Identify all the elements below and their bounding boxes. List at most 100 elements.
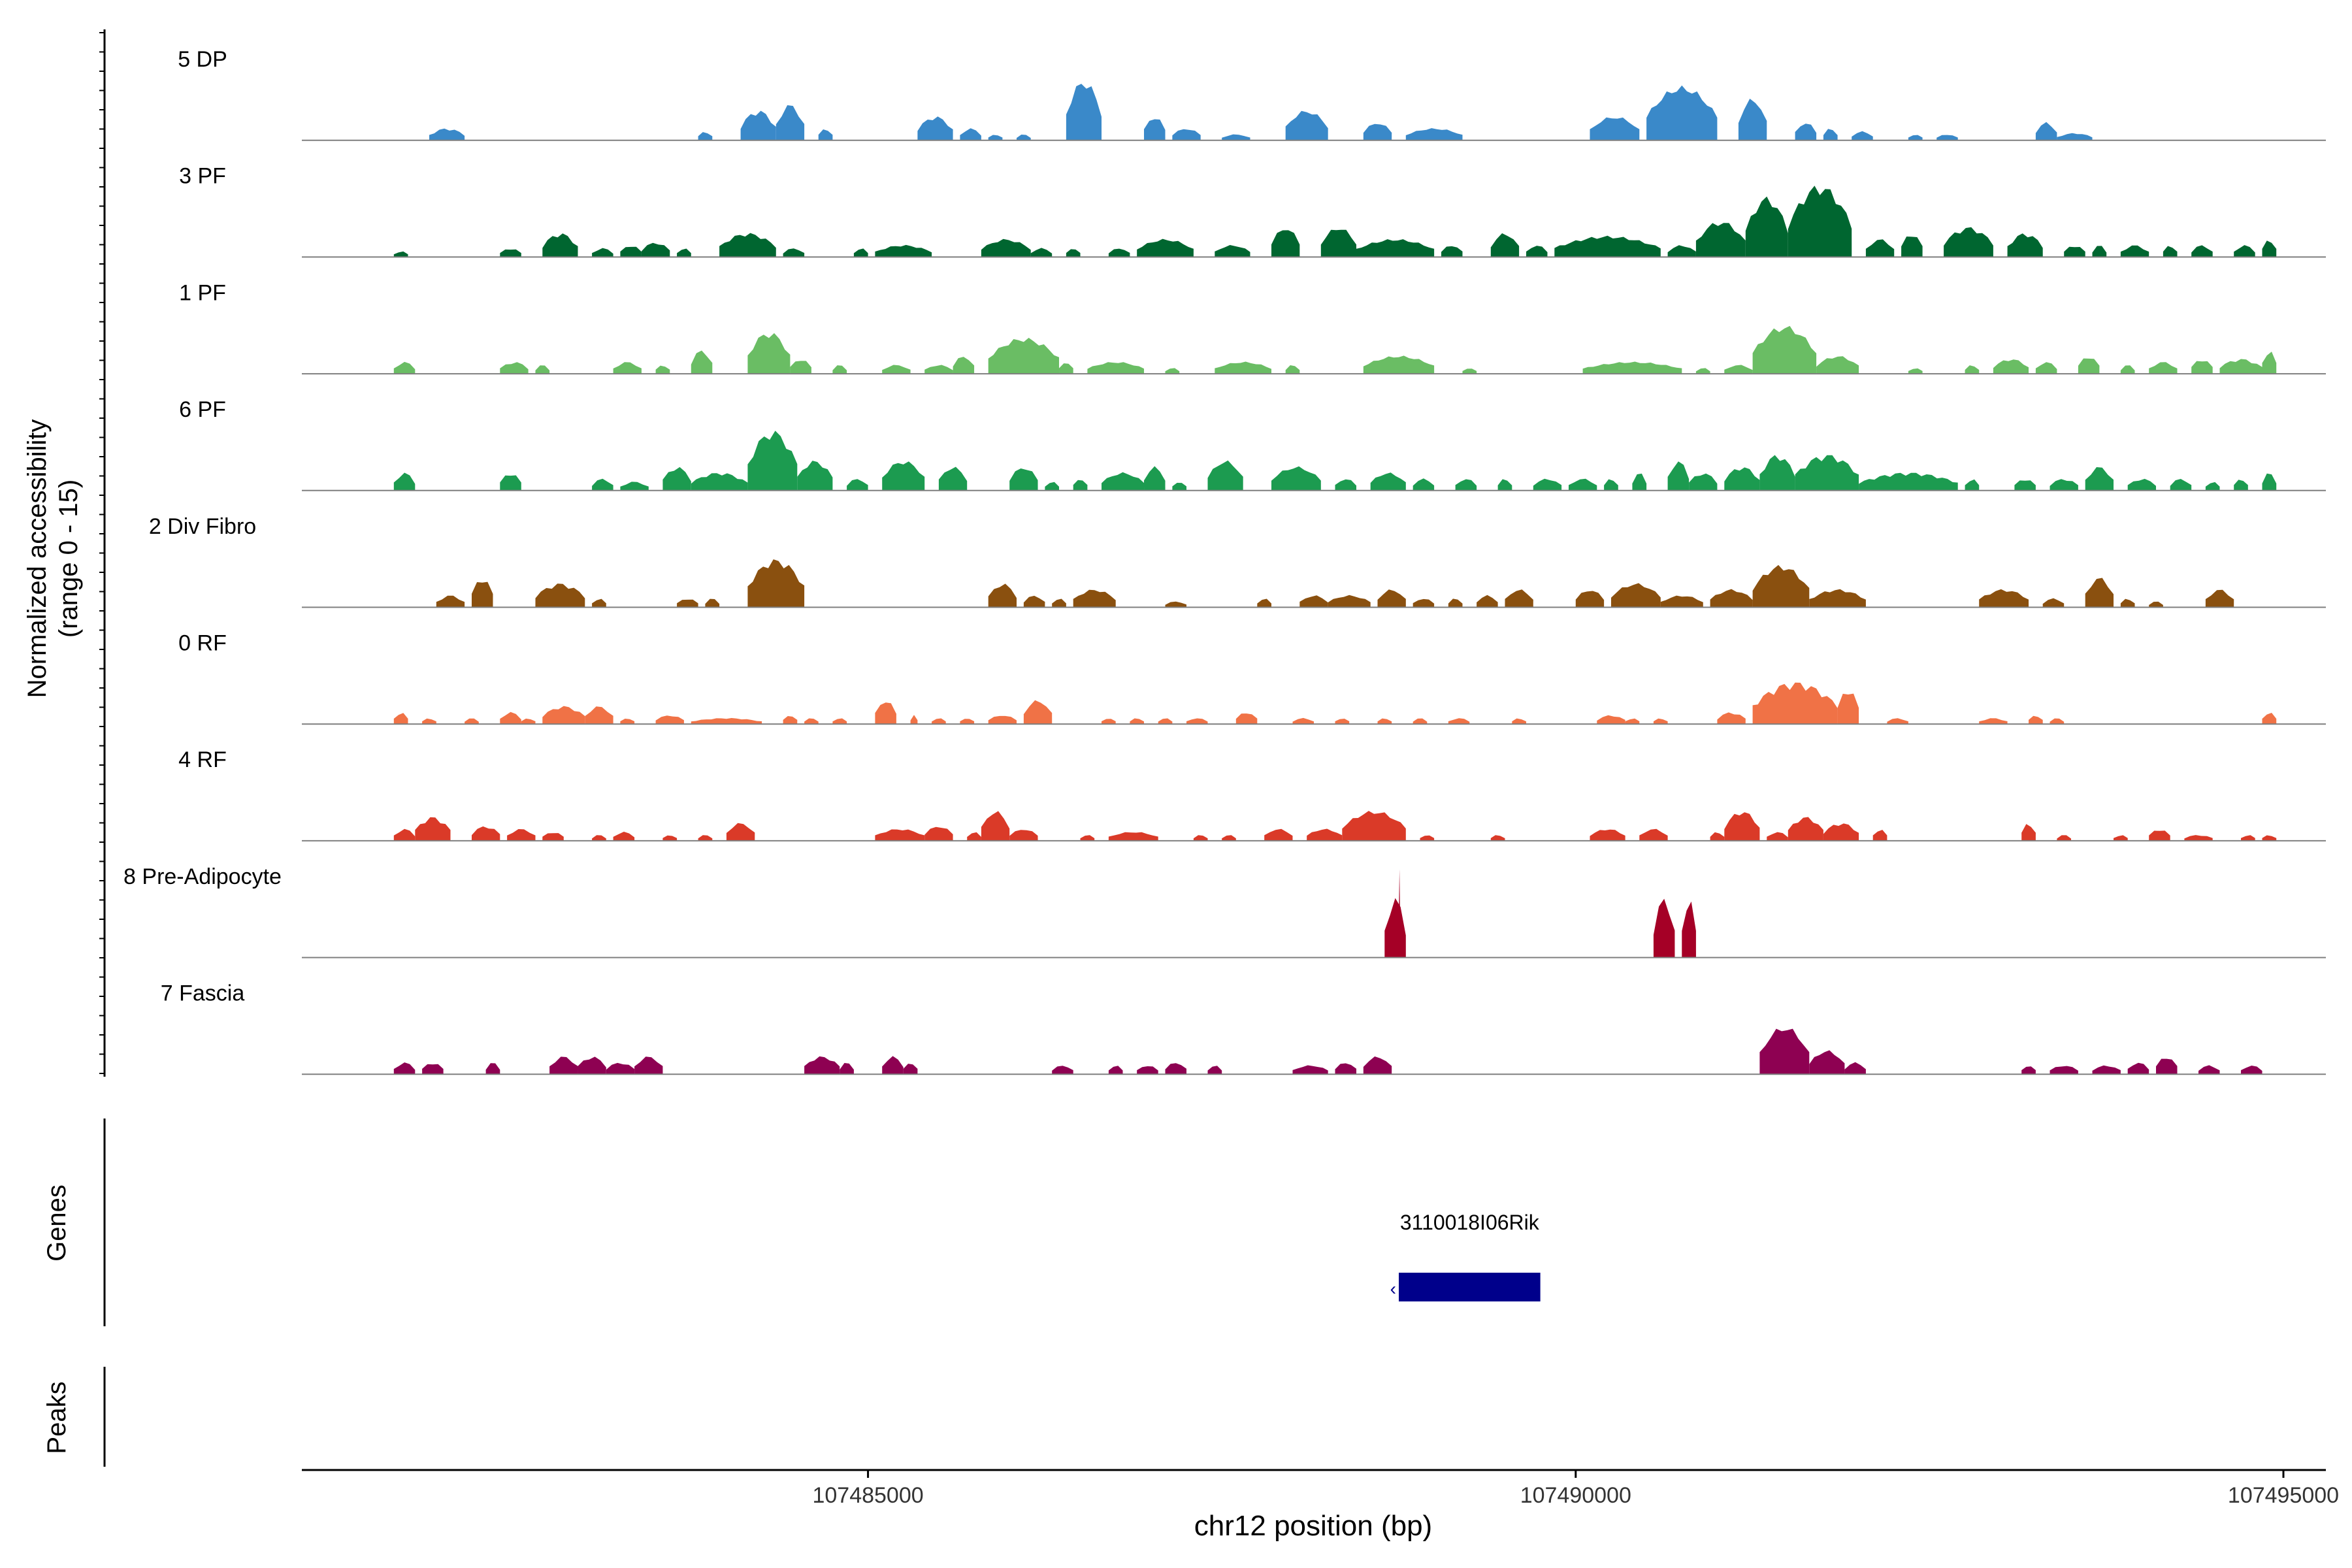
peak <box>1172 483 1187 491</box>
peak <box>691 473 748 491</box>
coverage-tracks: 5 DP 3 PF 1 PF 6 PF 2 Div Fibro 0 RF 4 RF 8 Pre… <box>123 47 2326 1075</box>
peak <box>535 365 550 374</box>
peak <box>1030 248 1053 257</box>
peak <box>1235 713 1258 725</box>
peak <box>655 365 670 374</box>
peak <box>1299 595 1328 608</box>
peak <box>1420 835 1435 841</box>
peak <box>1080 835 1095 841</box>
peak <box>1682 901 1696 958</box>
peak <box>882 365 911 374</box>
peak <box>1533 478 1562 491</box>
peak <box>2007 233 2043 257</box>
peak <box>1965 365 1980 374</box>
peak <box>1752 325 1817 374</box>
peak <box>988 583 1017 608</box>
peak <box>2205 482 2220 491</box>
gene-body <box>1398 1273 1541 1301</box>
peak <box>677 599 698 608</box>
peak <box>1363 1056 1392 1075</box>
peak <box>662 466 691 491</box>
peak <box>1335 719 1350 725</box>
peak <box>2078 358 2100 374</box>
gene-annotations: 3110018I06Rik ‹ <box>1390 1211 1541 1301</box>
peak <box>1165 1063 1187 1075</box>
peak <box>2163 246 2178 257</box>
peak <box>804 1056 840 1075</box>
peak <box>1009 468 1038 491</box>
peak <box>592 248 613 257</box>
track-label: 2 Div Fibro <box>149 514 256 539</box>
peak <box>2120 598 2135 608</box>
peak <box>2050 479 2078 491</box>
peak <box>1759 1028 1810 1075</box>
peak <box>641 242 670 257</box>
peak <box>1646 85 1718 140</box>
peak <box>1186 718 1208 725</box>
peak <box>592 478 613 491</box>
peak <box>1872 830 1887 841</box>
peak <box>1597 715 1625 725</box>
peak <box>1759 455 1795 491</box>
peak <box>1405 128 1463 140</box>
peak <box>393 361 416 374</box>
peak <box>960 128 981 140</box>
peak <box>1137 1066 1158 1075</box>
peak <box>1724 467 1760 491</box>
peak <box>981 811 1010 841</box>
peak <box>2149 830 2170 841</box>
peak <box>875 244 932 257</box>
gene-3110018I06Rik: 3110018I06Rik ‹ <box>1390 1211 1541 1301</box>
peak <box>606 1062 635 1075</box>
peak <box>1859 472 1958 491</box>
peak <box>1639 828 1668 841</box>
peak <box>2057 133 2093 140</box>
peak <box>847 479 868 491</box>
peak <box>393 713 408 725</box>
peak <box>1823 129 1838 140</box>
peak <box>1108 832 1158 841</box>
peak <box>542 233 578 257</box>
x-tick-label: 107490000 <box>1520 1483 1631 1508</box>
peak <box>719 233 776 257</box>
peak <box>1944 227 1993 257</box>
peak <box>1852 131 1873 140</box>
peak <box>1377 718 1392 725</box>
peak <box>1102 472 1145 491</box>
peak <box>818 129 833 140</box>
peak <box>1144 119 1166 140</box>
track-2: 3 PF <box>179 164 2326 258</box>
peak <box>2127 478 2157 491</box>
peak <box>1724 812 1760 841</box>
peak <box>507 829 536 841</box>
peak <box>1215 361 1272 374</box>
peak <box>1271 466 1321 491</box>
peak <box>1108 248 1130 257</box>
peak <box>485 1063 500 1075</box>
peak <box>832 365 847 374</box>
peak <box>393 1062 416 1075</box>
peak <box>1816 356 1859 374</box>
peak <box>924 826 953 841</box>
peak <box>2262 835 2277 841</box>
peak <box>1073 589 1116 608</box>
peak <box>776 105 805 140</box>
peak <box>592 835 606 841</box>
peak <box>1455 479 1477 491</box>
peak <box>1767 832 1788 841</box>
peak <box>832 718 847 725</box>
peak <box>2092 246 2107 257</box>
peak <box>1108 1066 1123 1075</box>
peak <box>882 461 925 491</box>
peak <box>1667 461 1690 491</box>
peak <box>1441 246 1463 257</box>
peak <box>1490 835 1505 841</box>
peak <box>882 1056 904 1075</box>
peak <box>1017 135 1031 140</box>
track-label: 8 Pre-Adipocyte <box>123 864 282 889</box>
peak <box>634 1056 663 1075</box>
peak <box>1448 598 1463 608</box>
peak <box>1307 828 1343 841</box>
peak <box>1052 1066 1073 1075</box>
peak <box>1809 1050 1845 1075</box>
